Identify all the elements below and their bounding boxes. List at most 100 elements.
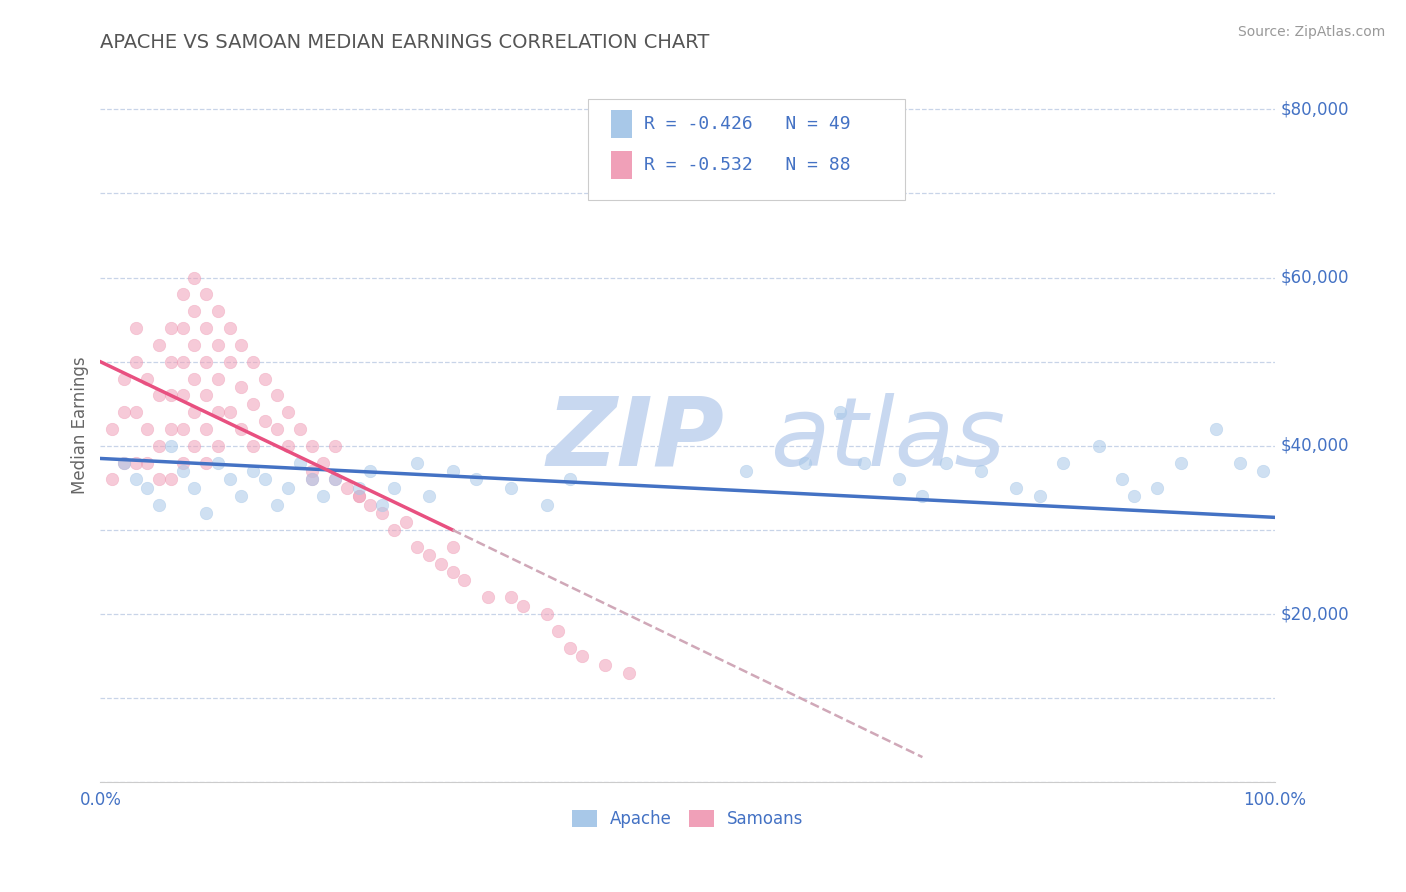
Point (336, 481, 359, 495)
Point (207, 338, 229, 352)
Point (253, 473, 276, 487)
Text: $40,000: $40,000 (1281, 437, 1350, 455)
FancyBboxPatch shape (612, 110, 633, 138)
Point (195, 422, 218, 436)
Point (1251, 464, 1274, 478)
Point (395, 515, 418, 529)
Point (207, 439, 229, 453)
Point (794, 456, 817, 470)
Text: Source: ZipAtlas.com: Source: ZipAtlas.com (1237, 25, 1385, 39)
Point (195, 287, 218, 301)
Point (124, 473, 146, 487)
Point (172, 287, 194, 301)
Point (183, 481, 205, 495)
Point (887, 473, 910, 487)
Point (347, 481, 370, 495)
Point (148, 338, 170, 352)
Point (301, 473, 323, 487)
Point (183, 371, 205, 385)
Point (359, 464, 381, 478)
Point (301, 473, 323, 487)
Point (406, 456, 429, 470)
Point (136, 456, 159, 470)
Point (512, 599, 534, 613)
Text: APACHE VS SAMOAN MEDIAN EARNINGS CORRELATION CHART: APACHE VS SAMOAN MEDIAN EARNINGS CORRELA… (100, 33, 710, 52)
Point (124, 405, 146, 419)
Point (536, 607, 558, 621)
Point (288, 422, 311, 436)
Y-axis label: Median Earnings: Median Earnings (72, 356, 89, 493)
Point (172, 355, 194, 369)
Point (159, 321, 181, 335)
Point (242, 355, 264, 369)
Point (970, 464, 993, 478)
Point (347, 489, 370, 503)
Point (231, 422, 253, 436)
Point (148, 473, 170, 487)
Point (418, 489, 440, 503)
Point (852, 456, 875, 470)
Text: R = -0.426   N = 49: R = -0.426 N = 49 (644, 115, 851, 133)
Point (148, 439, 170, 453)
Point (382, 481, 405, 495)
Point (359, 498, 381, 512)
Point (136, 371, 159, 385)
Point (195, 456, 218, 470)
Point (277, 439, 299, 453)
Point (323, 473, 346, 487)
Point (159, 422, 181, 436)
Point (830, 405, 852, 419)
Point (266, 422, 288, 436)
Point (207, 456, 229, 470)
Point (735, 464, 758, 478)
FancyBboxPatch shape (612, 151, 633, 179)
Point (1205, 422, 1227, 436)
Point (253, 414, 276, 428)
Point (266, 498, 288, 512)
Point (441, 540, 464, 554)
Point (312, 489, 335, 503)
Point (1005, 481, 1028, 495)
Point (136, 422, 159, 436)
Point (148, 388, 170, 402)
Text: R = -0.532   N = 88: R = -0.532 N = 88 (644, 156, 851, 174)
Point (347, 489, 370, 503)
Point (558, 473, 581, 487)
Point (1170, 456, 1192, 470)
Point (323, 473, 346, 487)
Point (301, 464, 323, 478)
Point (371, 506, 394, 520)
Point (218, 473, 240, 487)
Point (172, 321, 194, 335)
Point (231, 380, 253, 394)
Point (183, 270, 205, 285)
Point (172, 422, 194, 436)
Point (112, 371, 135, 385)
Point (453, 574, 475, 588)
Point (124, 355, 146, 369)
Point (159, 355, 181, 369)
Point (382, 523, 405, 537)
Point (242, 397, 264, 411)
Point (935, 456, 957, 470)
Point (441, 565, 464, 579)
Point (1122, 489, 1144, 503)
Point (371, 498, 394, 512)
Point (1111, 473, 1133, 487)
Point (195, 321, 218, 335)
Point (124, 321, 146, 335)
Point (172, 456, 194, 470)
Point (242, 464, 264, 478)
Point (323, 439, 346, 453)
Point (218, 355, 240, 369)
Point (501, 481, 523, 495)
Point (159, 388, 181, 402)
Point (159, 473, 181, 487)
Point (101, 422, 124, 436)
Point (1146, 481, 1168, 495)
Point (207, 405, 229, 419)
Point (231, 489, 253, 503)
Point (195, 355, 218, 369)
Text: $20,000: $20,000 (1281, 605, 1350, 624)
Point (501, 591, 523, 605)
